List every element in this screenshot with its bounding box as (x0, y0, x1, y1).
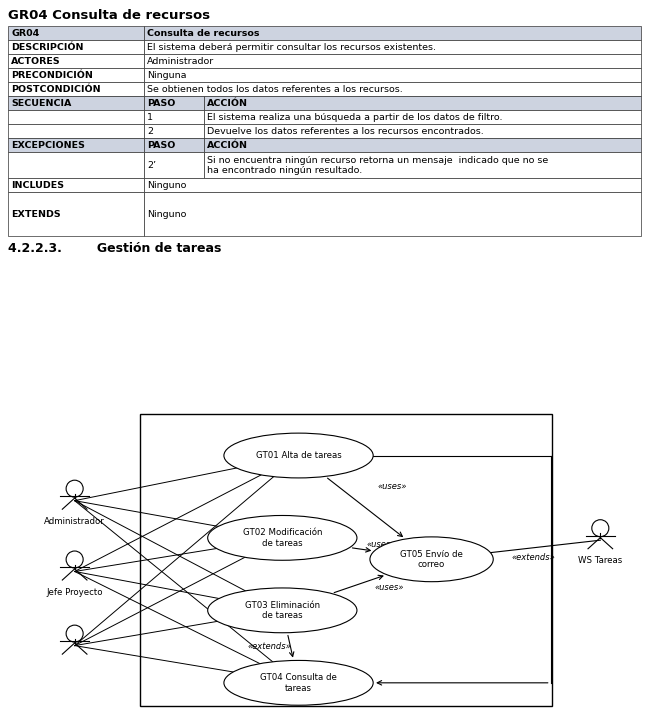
Bar (8, 178, 144, 193)
Bar (8, 138, 144, 152)
Bar (144, 82, 641, 96)
Ellipse shape (208, 515, 357, 560)
Text: «extends»: «extends» (247, 642, 291, 651)
Text: GT05 Envío de
correo: GT05 Envío de correo (400, 550, 463, 569)
Bar (144, 193, 641, 236)
Bar (144, 40, 641, 54)
Text: PASO: PASO (147, 98, 175, 108)
Text: GR04 Consulta de recursos: GR04 Consulta de recursos (8, 9, 210, 22)
Text: GT02 Modificación
de tareas: GT02 Modificación de tareas (243, 529, 322, 547)
Ellipse shape (370, 537, 493, 581)
Ellipse shape (224, 660, 373, 705)
Text: «uses»: «uses» (367, 540, 397, 549)
Text: ACCIÓN: ACCIÓN (207, 140, 248, 150)
Ellipse shape (66, 625, 83, 642)
Bar (8, 68, 144, 82)
Text: Jefe Proyecto: Jefe Proyecto (46, 588, 103, 597)
Ellipse shape (66, 480, 83, 497)
Text: El sistema realiza una búsqueda a partir de los datos de filtro.: El sistema realiza una búsqueda a partir… (207, 113, 502, 122)
Bar (144, 138, 204, 152)
Text: 1: 1 (147, 113, 153, 122)
Ellipse shape (66, 551, 83, 568)
Bar (204, 125, 641, 138)
Text: GT04 Consulta de
tareas: GT04 Consulta de tareas (260, 673, 337, 693)
Text: EXTENDS: EXTENDS (11, 210, 60, 219)
Bar (204, 152, 641, 178)
Bar (8, 40, 144, 54)
Bar (144, 54, 641, 68)
Text: GT01 Alta de tareas: GT01 Alta de tareas (256, 451, 341, 460)
Ellipse shape (592, 520, 609, 536)
Bar (204, 138, 641, 152)
Bar (144, 96, 204, 110)
Text: Si no encuentra ningún recurso retorna un mensaje  indicado que no se
ha encontr: Si no encuentra ningún recurso retorna u… (207, 156, 548, 175)
Bar (144, 125, 204, 138)
Text: PASO: PASO (147, 140, 175, 150)
Text: INCLUDES: INCLUDES (11, 181, 64, 190)
Text: 4.2.2.3.        Gestión de tareas: 4.2.2.3. Gestión de tareas (8, 243, 221, 256)
Text: Se obtienen todos los datos referentes a los recursos.: Se obtienen todos los datos referentes a… (147, 85, 403, 93)
Text: Administrador: Administrador (44, 517, 105, 526)
Text: DESCRIPCIÓN: DESCRIPCIÓN (11, 43, 84, 51)
Text: Devuelve los datos referentes a los recursos encontrados.: Devuelve los datos referentes a los recu… (207, 127, 484, 135)
Text: 2’: 2’ (147, 161, 156, 169)
Text: Ninguna: Ninguna (147, 71, 186, 80)
Bar (144, 152, 204, 178)
Bar (144, 178, 641, 193)
Text: «extends»: «extends» (511, 553, 556, 562)
Text: ACCIÓN: ACCIÓN (207, 98, 248, 108)
Text: Ninguno: Ninguno (147, 210, 186, 219)
Bar (8, 125, 144, 138)
Text: El sistema deberá permitir consultar los recursos existentes.: El sistema deberá permitir consultar los… (147, 43, 436, 51)
Text: PRECONDICIÓN: PRECONDICIÓN (11, 71, 93, 80)
Text: Consulta de recursos: Consulta de recursos (147, 28, 260, 38)
Text: Administrador: Administrador (147, 56, 214, 66)
Text: «uses»: «uses» (374, 583, 404, 592)
Bar (8, 54, 144, 68)
Text: GR04: GR04 (11, 28, 39, 38)
Text: POSTCONDICIÓN: POSTCONDICIÓN (11, 85, 101, 93)
Text: Ninguno: Ninguno (147, 181, 186, 190)
Bar (144, 26, 641, 40)
Text: WS Tareas: WS Tareas (578, 557, 622, 565)
Text: 2: 2 (147, 127, 153, 135)
Bar (8, 152, 144, 178)
Bar (8, 82, 144, 96)
Bar (144, 110, 204, 125)
Bar (8, 193, 144, 236)
Ellipse shape (208, 588, 357, 633)
Text: ACTORES: ACTORES (11, 56, 60, 66)
Text: «uses»: «uses» (378, 482, 408, 492)
Text: SECUENCIA: SECUENCIA (11, 98, 71, 108)
Bar (204, 96, 641, 110)
Bar (204, 110, 641, 125)
Bar (8, 26, 144, 40)
Text: GT03 Eliminación
de tareas: GT03 Eliminación de tareas (245, 601, 320, 620)
Bar (8, 110, 144, 125)
Ellipse shape (224, 433, 373, 478)
Bar (140, 414, 552, 706)
Bar (8, 96, 144, 110)
Text: EXCEPCIONES: EXCEPCIONES (11, 140, 85, 150)
Bar (144, 68, 641, 82)
